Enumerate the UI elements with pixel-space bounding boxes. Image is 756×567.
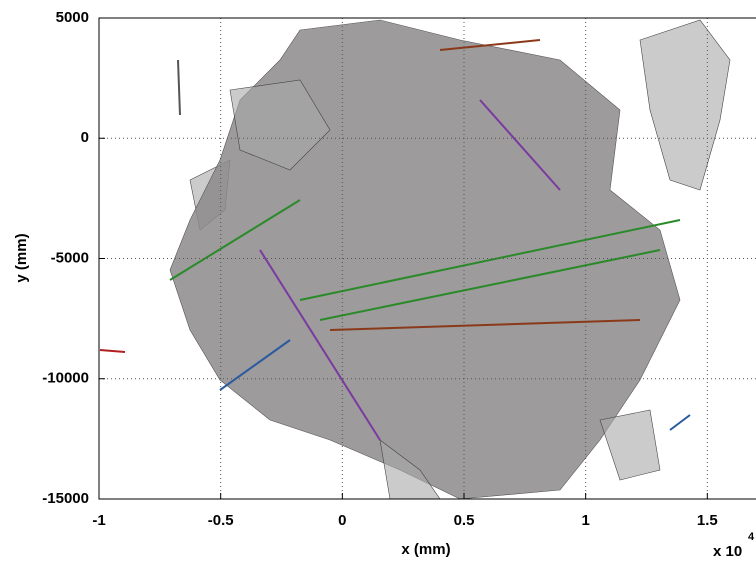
segment — [479, 99, 561, 191]
y-tick-label: 0 — [81, 129, 89, 146]
y-tick-label: -15000 — [42, 490, 89, 507]
patch — [229, 79, 331, 171]
reconstruction — [99, 19, 731, 500]
y-tick-label: 5000 — [56, 9, 89, 26]
x-multiplier-exponent: 4 — [748, 531, 755, 543]
axes-box — [98, 17, 756, 500]
segment — [169, 199, 301, 281]
x-tick-label: 1 — [581, 512, 589, 529]
segment — [259, 249, 381, 441]
x-tick-label: 0.5 — [454, 512, 475, 529]
segment — [319, 249, 661, 321]
x-tick-label: 0 — [338, 512, 346, 529]
x-tick-label: -0.5 — [208, 512, 234, 529]
segment — [99, 349, 126, 353]
y-axis-label: y (mm) — [13, 233, 30, 282]
x-tick-label: -1 — [92, 512, 105, 529]
segment — [219, 339, 291, 391]
segment — [439, 39, 541, 51]
x-multiplier: x 10 — [713, 543, 742, 560]
x-axis-label: x (mm) — [401, 541, 450, 558]
patch — [599, 409, 661, 481]
segment — [299, 219, 681, 301]
plot-area — [99, 19, 731, 500]
patch — [639, 19, 731, 191]
segment — [669, 414, 691, 431]
segment — [329, 319, 641, 331]
y-tick-label: -5000 — [51, 249, 89, 266]
y-tick-label: -10000 — [42, 370, 89, 387]
segment — [177, 59, 181, 116]
x-tick-label: 1.5 — [697, 512, 718, 529]
